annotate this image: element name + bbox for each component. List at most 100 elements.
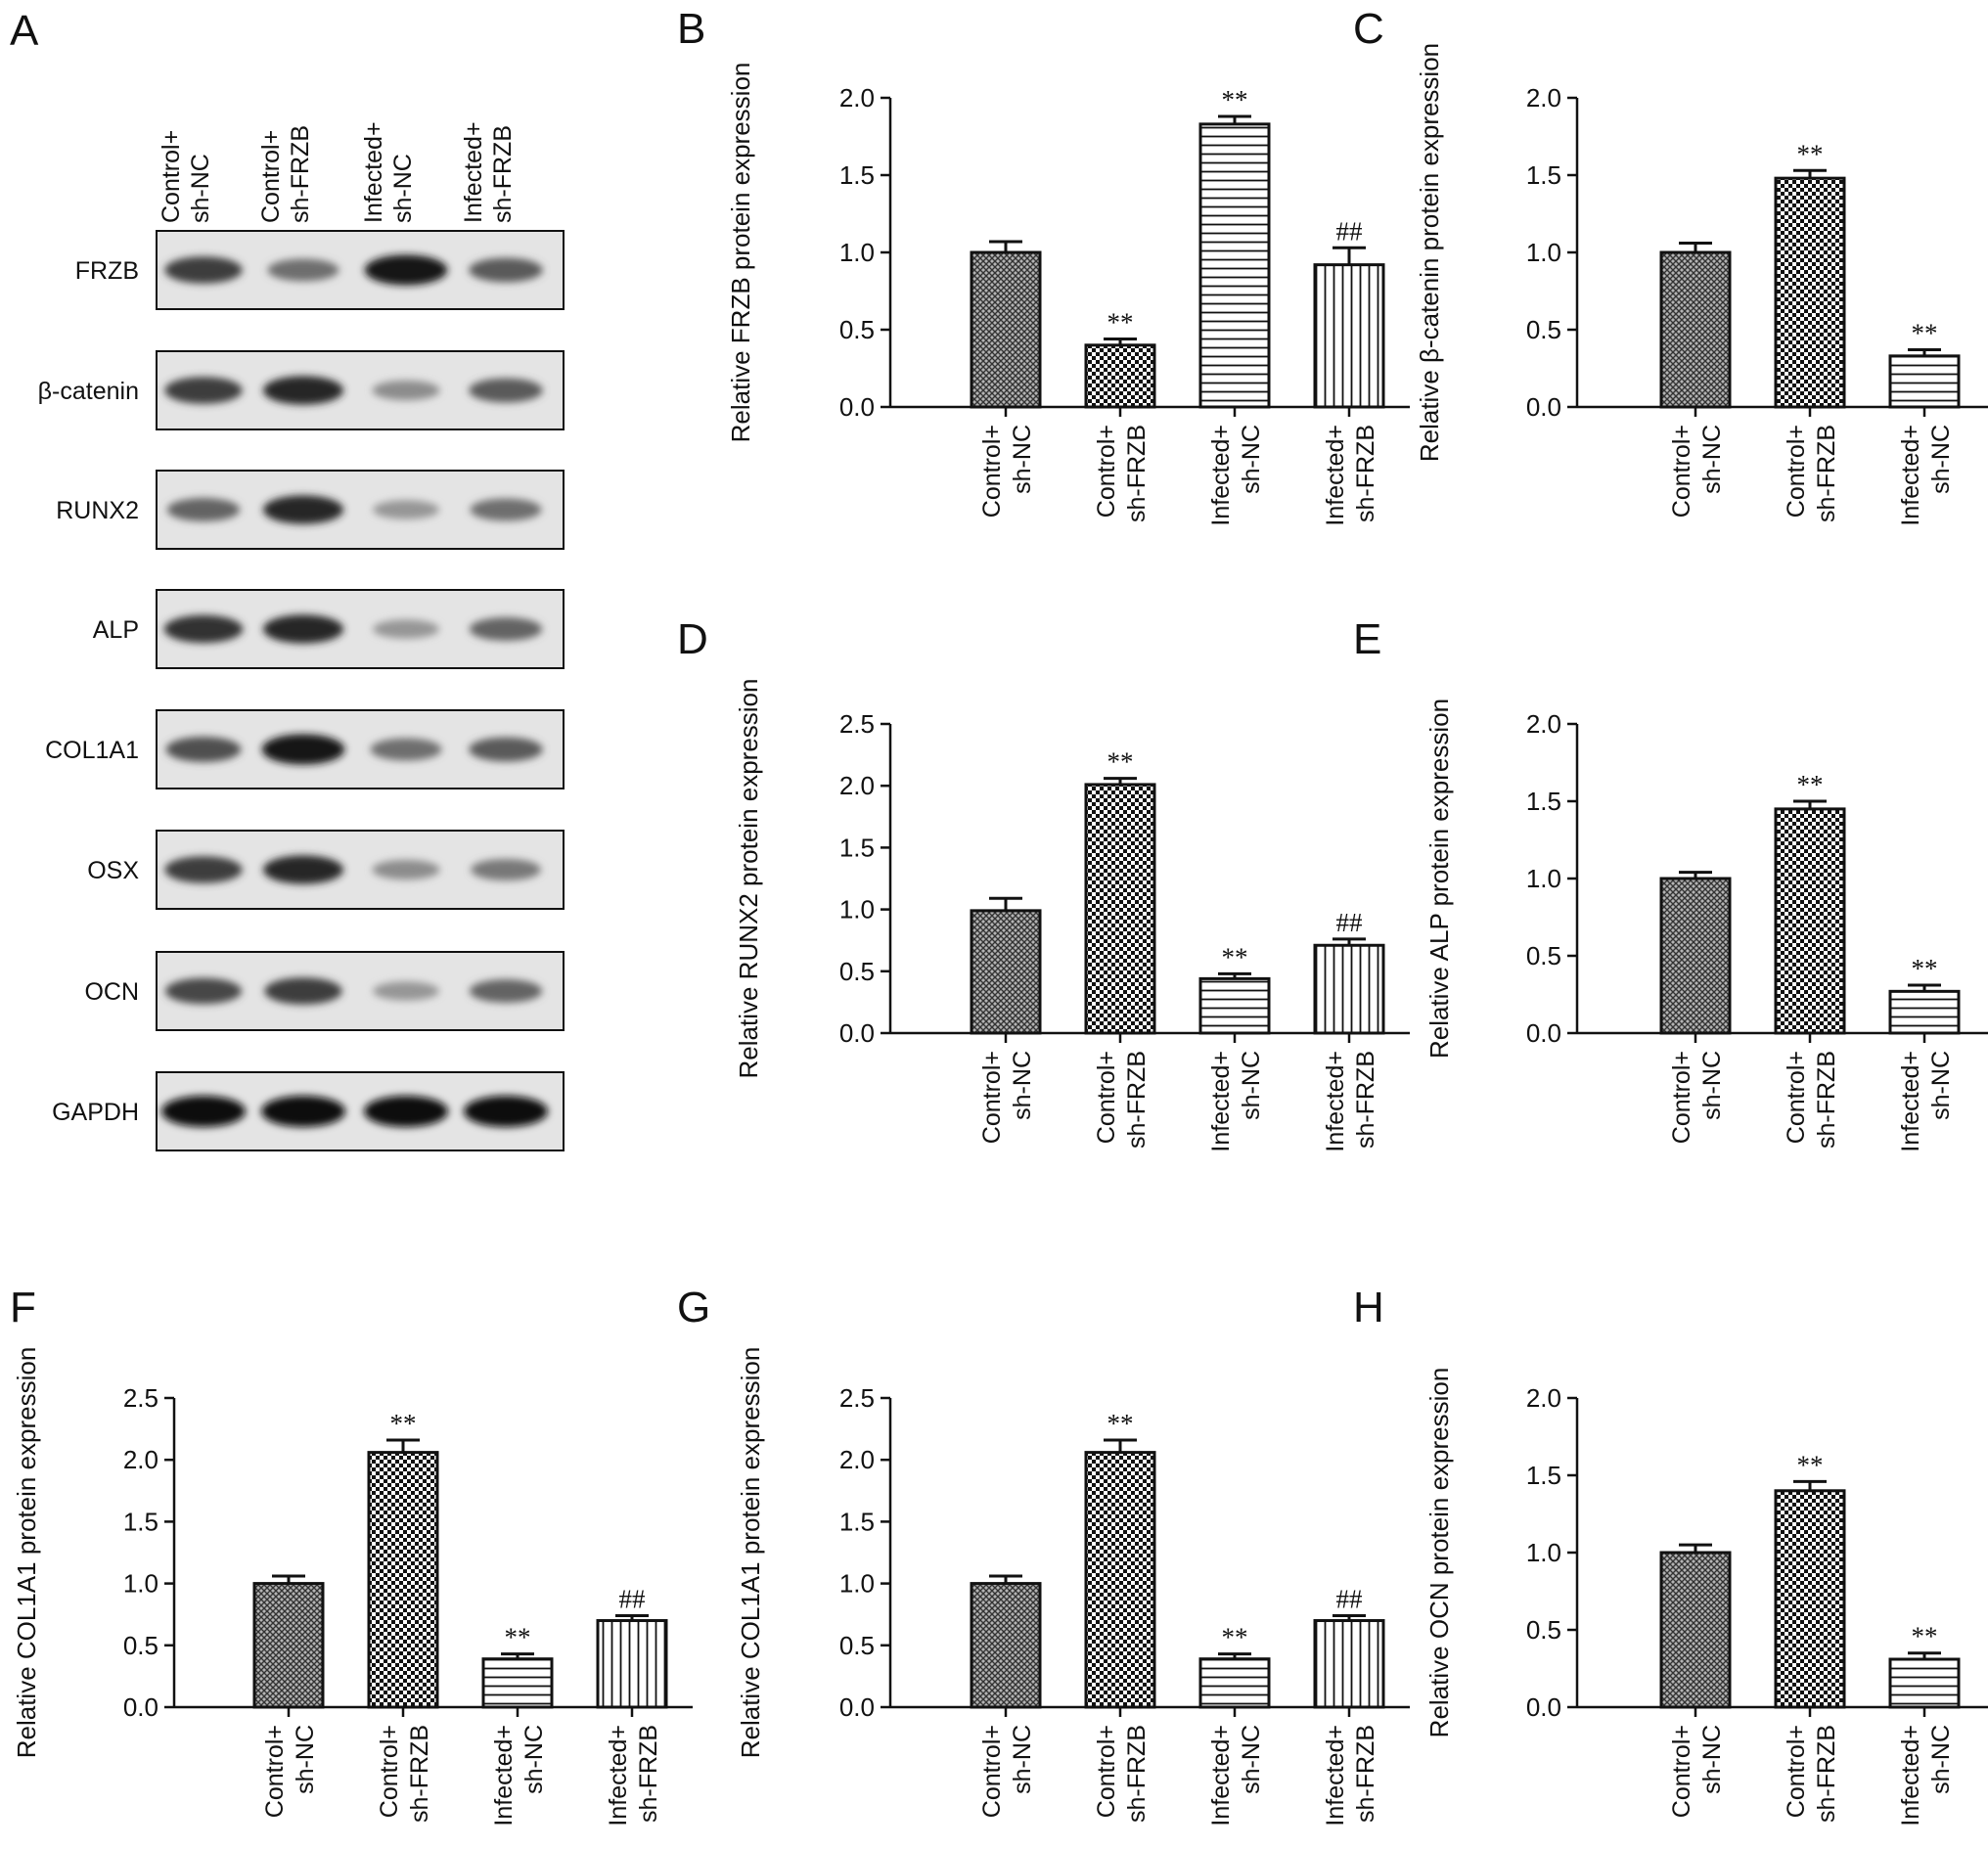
x-tick-label: sh-FRZB xyxy=(1352,1051,1379,1149)
protein-band xyxy=(261,1096,345,1127)
bar-chart: G Relative COL1A1 protein expression 0.0 0.… xyxy=(677,1284,1410,1826)
protein-label: OSX xyxy=(87,857,139,884)
x-tick-label: Infected+ xyxy=(605,1725,632,1826)
y-tick-label: 1.0 xyxy=(839,1569,875,1599)
bar xyxy=(1313,943,1385,1035)
protein-band xyxy=(267,258,339,282)
blot-row: RUNX2 xyxy=(56,470,565,550)
bar xyxy=(1198,1657,1271,1709)
panel-letter: B xyxy=(677,5,705,53)
blot-row: OSX xyxy=(87,830,565,910)
protein-band xyxy=(470,498,542,521)
blot-row: FRZB xyxy=(75,230,565,310)
y-axis-label: Relative COL1A1 protein expression xyxy=(12,1347,41,1759)
significance-label: ## xyxy=(1336,908,1364,937)
x-tick-label: sh-FRZB xyxy=(406,1725,433,1823)
x-tick-label: sh-NC xyxy=(1009,1051,1036,1120)
x-tick-label: Control+ xyxy=(1093,1051,1120,1144)
y-tick-label: 1.5 xyxy=(839,833,875,862)
y-tick-label: 0.5 xyxy=(839,1631,875,1660)
y-tick-label: 2.0 xyxy=(839,1445,875,1474)
x-tick-label: Infected+ xyxy=(1207,1725,1235,1826)
x-tick-label: sh-NC xyxy=(1238,1051,1265,1120)
blot-row: GAPDH xyxy=(52,1071,565,1151)
protein-band xyxy=(372,380,440,401)
y-tick-label: 0.0 xyxy=(123,1692,158,1722)
bar xyxy=(1313,1619,1385,1709)
significance-label: ** xyxy=(1222,1623,1248,1652)
bar xyxy=(1659,877,1732,1035)
panel-letter: H xyxy=(1353,1284,1384,1331)
protein-band xyxy=(261,734,345,765)
x-tick-label: sh-FRZB xyxy=(1352,425,1379,522)
blot-row: OCN xyxy=(84,951,565,1031)
lane-label: Infected+ xyxy=(460,121,487,223)
panel-letter: E xyxy=(1353,615,1381,663)
x-tick-label: Infected+ xyxy=(1322,1725,1349,1826)
y-tick-label: 2.0 xyxy=(1526,709,1561,739)
y-tick-label: 2.0 xyxy=(839,771,875,800)
y-tick-label: 0.5 xyxy=(1526,315,1561,344)
x-tick-label: sh-NC xyxy=(1927,1051,1955,1120)
blot-row: COL1A1 xyxy=(45,709,565,789)
panel-letter: D xyxy=(677,615,708,663)
x-tick-label: sh-FRZB xyxy=(1813,425,1840,522)
x-tick-label: Control+ xyxy=(1093,1725,1120,1818)
significance-label: ** xyxy=(1797,139,1824,168)
protein-label: RUNX2 xyxy=(56,497,139,524)
significance-label: ** xyxy=(390,1409,417,1438)
lane-label: sh-NC xyxy=(187,154,214,223)
bar-charts: B Relative FRZB protein expression 0.0 0.5 1… xyxy=(10,5,1988,1826)
x-tick-label: sh-FRZB xyxy=(1123,1051,1151,1149)
protein-label: ALP xyxy=(93,616,139,644)
protein-band xyxy=(164,256,243,284)
y-tick-label: 0.0 xyxy=(1526,1018,1561,1048)
x-tick-label: Control+ xyxy=(1783,1725,1810,1818)
significance-label: ** xyxy=(1107,1409,1134,1438)
lane-label: Control+ xyxy=(158,130,185,223)
y-tick-label: 2.0 xyxy=(1526,83,1561,113)
x-tick-label: Control+ xyxy=(978,1051,1006,1144)
bar xyxy=(970,909,1042,1035)
y-axis-label: Relative β-catenin protein expression xyxy=(1415,43,1444,462)
y-tick-label: 0.0 xyxy=(839,1692,875,1722)
bar xyxy=(1084,1451,1156,1709)
lane-label: Infected+ xyxy=(360,121,387,223)
x-tick-label: Control+ xyxy=(978,1725,1006,1818)
x-tick-label: sh-FRZB xyxy=(1123,1725,1151,1823)
significance-label: ** xyxy=(1797,770,1824,799)
x-tick-label: sh-NC xyxy=(1698,1051,1726,1120)
protein-band xyxy=(164,856,243,883)
x-tick-label: Control+ xyxy=(1668,1725,1695,1818)
significance-label: ## xyxy=(1336,216,1364,246)
protein-band xyxy=(364,254,448,286)
y-axis-label: Relative ALP protein expression xyxy=(1424,699,1454,1059)
x-tick-label: Infected+ xyxy=(1897,425,1924,526)
panel-letter: G xyxy=(677,1284,710,1331)
x-tick-label: sh-FRZB xyxy=(1123,425,1151,522)
x-tick-label: Infected+ xyxy=(1897,1725,1924,1826)
x-tick-label: sh-FRZB xyxy=(1352,1725,1379,1823)
x-tick-label: Control+ xyxy=(1668,1051,1695,1144)
lane-label: sh-NC xyxy=(389,154,417,223)
protein-band xyxy=(471,858,541,881)
protein-band xyxy=(164,977,243,1005)
y-tick-label: 0.5 xyxy=(1526,1615,1561,1645)
y-tick-label: 2.0 xyxy=(1526,1383,1561,1413)
protein-band xyxy=(262,376,344,405)
bar xyxy=(252,1582,325,1709)
y-tick-label: 1.0 xyxy=(1526,238,1561,267)
protein-band xyxy=(364,1096,448,1127)
x-tick-label: Control+ xyxy=(261,1725,289,1818)
lane-labels: Control+ sh-NC Control+ sh-FRZB Infected+ sh-… xyxy=(158,121,517,223)
x-tick-label: sh-NC xyxy=(1698,425,1726,494)
bar xyxy=(481,1657,554,1709)
bar xyxy=(1774,1489,1846,1709)
panel-letter: F xyxy=(10,1284,36,1331)
protein-band xyxy=(164,377,243,404)
x-tick-label: sh-NC xyxy=(1009,1725,1036,1794)
bar xyxy=(1888,354,1961,409)
x-tick-label: sh-FRZB xyxy=(1813,1051,1840,1149)
y-tick-label: 1.0 xyxy=(123,1569,158,1599)
